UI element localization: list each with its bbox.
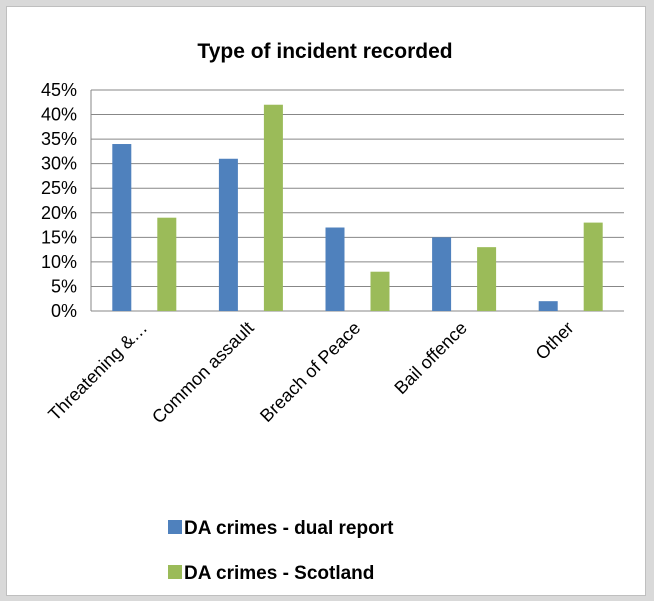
y-tick-label: 5%	[51, 276, 77, 296]
legend: DA crimes - dual report DA crimes - Scotl…	[168, 518, 394, 584]
bar-scotland	[157, 217, 177, 311]
bar-dual-report	[432, 237, 452, 311]
y-tick-label: 45%	[41, 80, 77, 100]
legend-swatch	[168, 520, 182, 534]
bar-scotland	[263, 104, 283, 311]
x-tick-label: Common assault	[148, 318, 258, 428]
bar-dual-report	[325, 227, 345, 311]
bar-chart: Type of incident recorded 0% 5% 10% 15% 20% 2…	[41, 40, 624, 584]
y-tick-label: 40%	[41, 105, 77, 125]
bar-scotland	[477, 247, 497, 311]
bar-dual-report	[218, 158, 238, 311]
y-tick-label: 25%	[41, 178, 77, 198]
chart-frame: Type of incident recorded 0% 5% 10% 15% 20% 2…	[6, 6, 646, 596]
y-tick-label: 30%	[41, 154, 77, 174]
bar-scotland	[583, 222, 603, 311]
legend-swatch	[168, 565, 182, 579]
y-tick-label: 35%	[41, 129, 77, 149]
legend-label: DA crimes - Scotland	[184, 563, 374, 584]
bar-scotland	[370, 271, 390, 311]
legend-label: DA crimes - dual report	[184, 518, 394, 539]
bar-dual-report	[112, 144, 132, 311]
bars	[112, 104, 603, 311]
y-tick-label: 15%	[41, 227, 77, 247]
bar-dual-report	[538, 301, 558, 311]
x-tick-label: Breach of Peace	[256, 318, 364, 426]
y-axis-ticks: 0% 5% 10% 15% 20% 25% 30% 35% 40% 45%	[41, 80, 77, 321]
y-tick-label: 0%	[51, 301, 77, 321]
gridlines	[90, 89, 624, 312]
x-tick-label: Other	[532, 318, 578, 364]
y-tick-label: 10%	[41, 252, 77, 272]
x-tick-label: Bail offence	[390, 318, 470, 398]
x-tick-label: Threatening &…	[44, 318, 151, 425]
chart-title: Type of incident recorded	[197, 40, 452, 63]
y-tick-label: 20%	[41, 203, 77, 223]
